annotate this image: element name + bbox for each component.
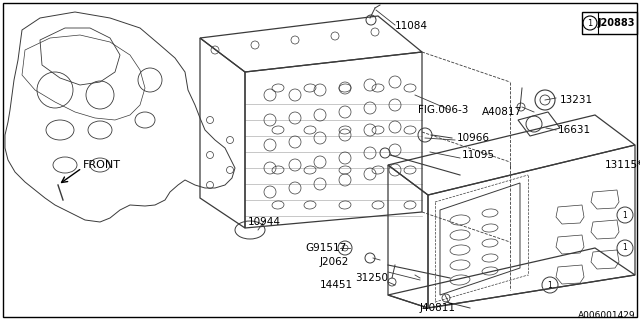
Text: 1: 1 [588, 19, 593, 28]
Text: 11084: 11084 [395, 21, 428, 31]
Text: 16631: 16631 [558, 125, 591, 135]
Text: 10966: 10966 [457, 133, 490, 143]
Text: 1: 1 [548, 281, 552, 290]
Text: 13231: 13231 [560, 95, 593, 105]
Text: FRONT: FRONT [83, 160, 121, 170]
Text: FIG.006-3: FIG.006-3 [418, 105, 468, 115]
Bar [582, 12, 637, 34]
Text: 14451: 14451 [320, 280, 353, 290]
Text: J2062: J2062 [320, 257, 349, 267]
Text: 31250: 31250 [355, 273, 388, 283]
Text: 1: 1 [623, 244, 627, 252]
Text: 1: 1 [623, 211, 627, 220]
Text: 13115*B: 13115*B [605, 160, 640, 170]
Text: J40811: J40811 [420, 303, 456, 313]
Text: J20883: J20883 [597, 18, 635, 28]
Text: 10944: 10944 [248, 217, 281, 227]
Text: 11095: 11095 [462, 150, 495, 160]
Text: A006001429: A006001429 [578, 310, 636, 319]
Text: G91517: G91517 [305, 243, 346, 253]
Text: A40817: A40817 [482, 107, 522, 117]
